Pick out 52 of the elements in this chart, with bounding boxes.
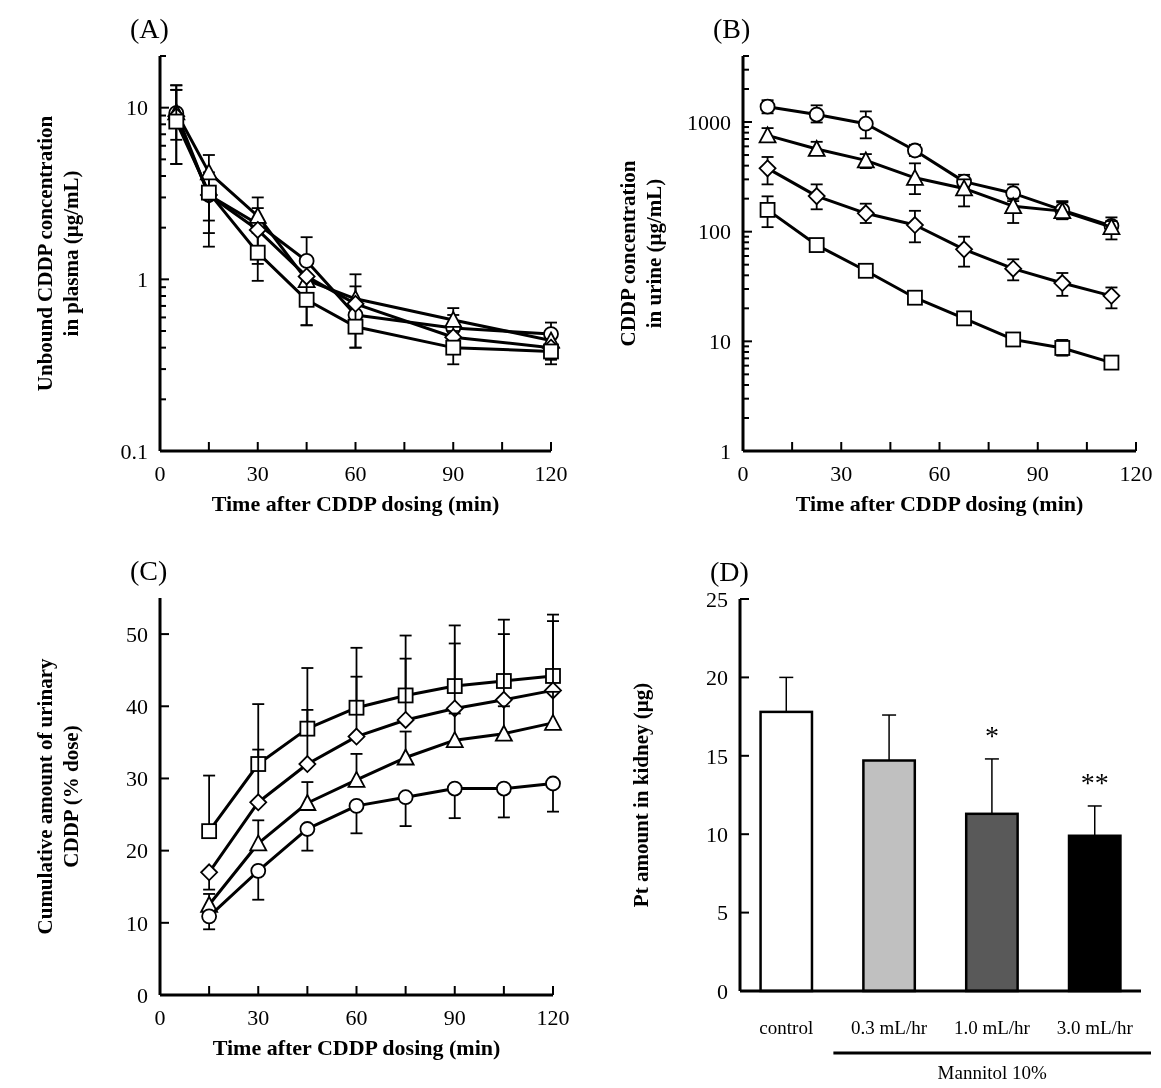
y-tick-label: 1 [137, 267, 148, 293]
x-axis-title: Time after CDDP dosing (min) [212, 1035, 501, 1060]
x-tick-label: 30 [247, 1005, 270, 1030]
y-tick-label: 10 [126, 95, 148, 121]
x-tick-label: 3.0 mL/hr [1056, 1017, 1134, 1038]
y-tick-label: 50 [126, 621, 148, 647]
y-tick-label: 1000 [687, 109, 731, 135]
chart-title: (D) [710, 556, 749, 587]
x-tick-label: 120 [534, 461, 568, 486]
y-tick-label: 0 [717, 978, 728, 1004]
x-tick-label: 0 [154, 461, 166, 486]
y-tick-label: 40 [126, 693, 148, 719]
x-tick-label: 1.0 mL/hr [953, 1017, 1031, 1038]
x-tick-label: 90 [442, 461, 465, 486]
y-axis-title: Unbound CDDP concentration in plasma (μg/mL) [33, 115, 83, 392]
x-tick-label: 30 [830, 461, 853, 486]
x-tick-label: 120 [536, 1005, 570, 1030]
y-tick-label: 20 [126, 838, 148, 864]
x-tick-label: 60 [928, 461, 951, 486]
y-axis-title: CDDP concentration in urine (μg/mL) [616, 160, 666, 347]
y-tick-label: 0 [137, 982, 148, 1008]
x-tick-label: 120 [1119, 461, 1153, 486]
chart-title: (C) [130, 555, 168, 586]
y-tick-label: 15 [706, 743, 728, 769]
x-tick-label: 0 [737, 461, 749, 486]
y-tick-label: 100 [698, 219, 731, 245]
y-axis-title: Cumulative amount of urinary CDDP (% dose) [33, 658, 83, 935]
x-tick-label: 90 [443, 1005, 466, 1030]
chart-title: (B) [713, 13, 751, 44]
y-tick-label: 5 [717, 900, 728, 926]
x-tick-label: 60 [344, 461, 367, 486]
y-tick-label: 25 [706, 586, 728, 612]
x-tick-label: 0.3 mL/hr [851, 1017, 928, 1038]
y-tick-label: 30 [126, 766, 148, 792]
annotation: ** [1080, 766, 1109, 798]
y-tick-label: 1 [720, 438, 731, 464]
annotation: * [984, 719, 999, 751]
y-tick-label: 0.1 [120, 438, 148, 464]
y-tick-label: 10 [706, 821, 728, 847]
text: Mannitol 10% [937, 1062, 1047, 1083]
x-axis-title: Time after CDDP dosing (min) [795, 491, 1084, 516]
x-tick-label: 60 [345, 1005, 368, 1030]
y-tick-label: 20 [706, 665, 728, 691]
x-tick-label: 90 [1026, 461, 1049, 486]
x-tick-label: control [759, 1017, 814, 1038]
x-tick-label: 0 [154, 1005, 166, 1030]
y-axis-title: Pt amount in kidney (μg) [629, 682, 653, 908]
chart-title: (A) [130, 13, 169, 44]
y-tick-label: 10 [126, 910, 148, 936]
x-tick-label: 30 [246, 461, 269, 486]
y-tick-label: 10 [709, 329, 731, 355]
x-axis-title: Time after CDDP dosing (min) [211, 491, 500, 516]
